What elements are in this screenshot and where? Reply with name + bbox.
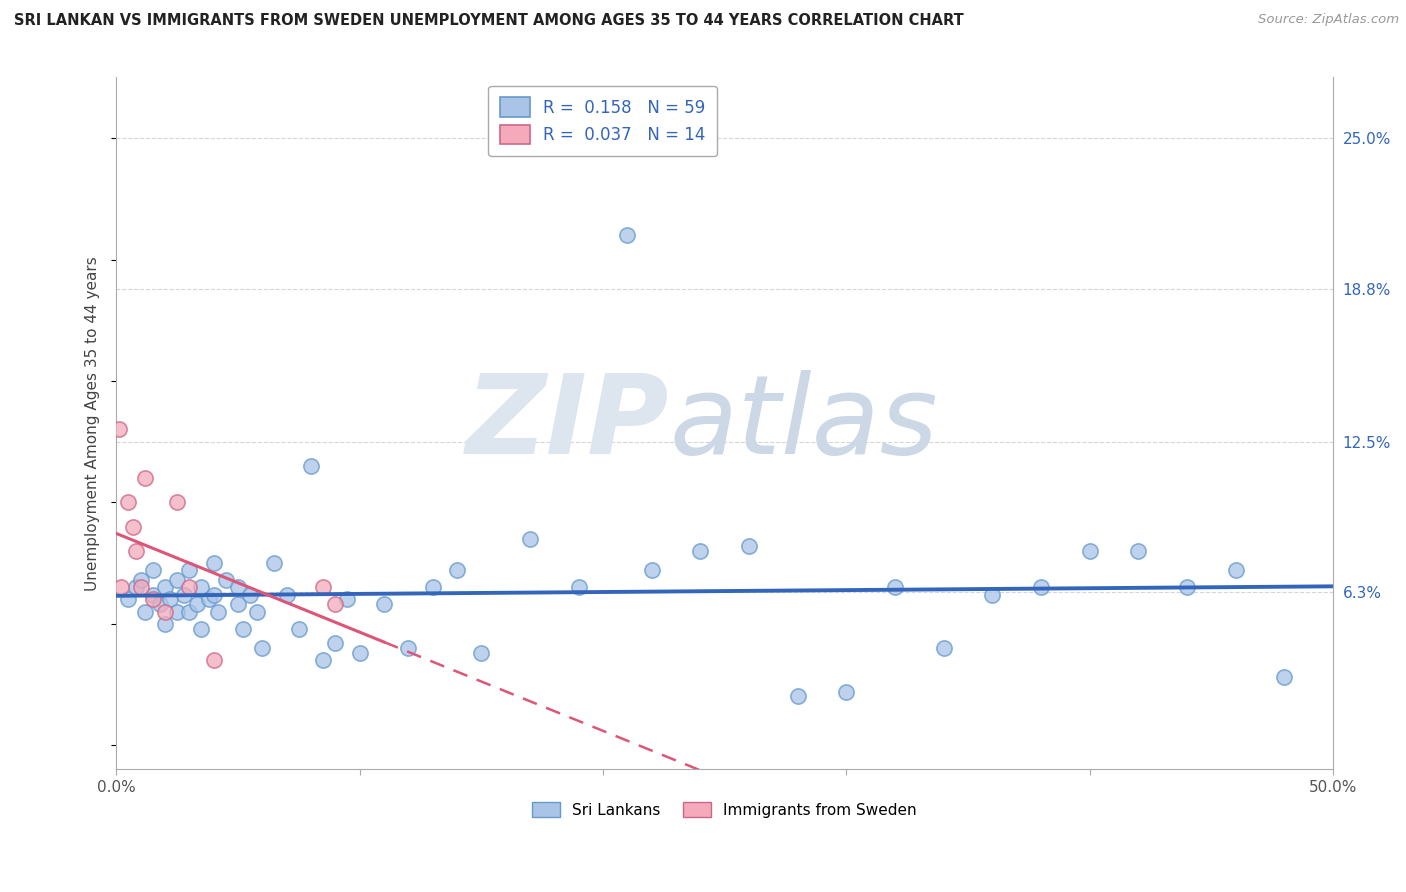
- Point: [122, 519, 145, 533]
- Point: [166, 573, 188, 587]
- Point: [263, 556, 285, 570]
- Point: [110, 580, 132, 594]
- Point: [232, 622, 254, 636]
- Point: [1078, 544, 1101, 558]
- Point: [422, 580, 444, 594]
- Point: [981, 587, 1004, 601]
- Point: [142, 587, 165, 601]
- Point: [207, 605, 229, 619]
- Point: [470, 646, 492, 660]
- Point: [142, 563, 165, 577]
- Point: [373, 597, 395, 611]
- Point: [197, 592, 219, 607]
- Point: [153, 605, 176, 619]
- Text: Source: ZipAtlas.com: Source: ZipAtlas.com: [1258, 13, 1399, 27]
- Point: [349, 646, 371, 660]
- Point: [202, 653, 225, 667]
- Point: [276, 587, 298, 601]
- Text: ZIP: ZIP: [467, 370, 669, 477]
- Point: [312, 653, 335, 667]
- Point: [640, 563, 662, 577]
- Point: [252, 640, 274, 655]
- Point: [107, 422, 129, 436]
- Point: [202, 556, 225, 570]
- Point: [166, 605, 188, 619]
- Point: [616, 228, 638, 243]
- Point: [117, 592, 139, 607]
- Point: [287, 622, 309, 636]
- Point: [179, 605, 201, 619]
- Point: [125, 580, 148, 594]
- Point: [129, 580, 152, 594]
- Point: [125, 544, 148, 558]
- Point: [179, 563, 201, 577]
- Point: [159, 592, 181, 607]
- Point: [149, 597, 172, 611]
- Point: [117, 495, 139, 509]
- Point: [226, 597, 249, 611]
- Point: [1272, 670, 1295, 684]
- Point: [1029, 580, 1052, 594]
- Point: [786, 690, 808, 704]
- Text: SRI LANKAN VS IMMIGRANTS FROM SWEDEN UNEMPLOYMENT AMONG AGES 35 TO 44 YEARS CORR: SRI LANKAN VS IMMIGRANTS FROM SWEDEN UNE…: [14, 13, 963, 29]
- Point: [142, 592, 165, 607]
- Point: [134, 605, 156, 619]
- Point: [179, 580, 201, 594]
- Point: [246, 605, 269, 619]
- Point: [519, 532, 541, 546]
- Point: [312, 580, 335, 594]
- Point: [1128, 544, 1150, 558]
- Point: [336, 592, 359, 607]
- Point: [190, 622, 212, 636]
- Point: [835, 684, 858, 698]
- Point: [568, 580, 591, 594]
- Text: atlas: atlas: [669, 370, 938, 477]
- Point: [323, 597, 346, 611]
- Point: [1175, 580, 1198, 594]
- Point: [299, 458, 322, 473]
- Legend: Sri Lankans, Immigrants from Sweden: Sri Lankans, Immigrants from Sweden: [526, 796, 922, 824]
- Point: [396, 640, 419, 655]
- Point: [1225, 563, 1247, 577]
- Point: [883, 580, 905, 594]
- Point: [190, 580, 212, 594]
- Point: [153, 580, 176, 594]
- Point: [186, 597, 208, 611]
- Point: [689, 544, 711, 558]
- Point: [738, 539, 761, 553]
- Point: [202, 587, 225, 601]
- Point: [153, 616, 176, 631]
- Point: [446, 563, 468, 577]
- Point: [215, 573, 238, 587]
- Y-axis label: Unemployment Among Ages 35 to 44 years: Unemployment Among Ages 35 to 44 years: [86, 256, 100, 591]
- Point: [226, 580, 249, 594]
- Point: [323, 636, 346, 650]
- Point: [166, 495, 188, 509]
- Point: [134, 471, 156, 485]
- Point: [129, 573, 152, 587]
- Point: [932, 640, 955, 655]
- Point: [239, 587, 262, 601]
- Point: [173, 587, 195, 601]
